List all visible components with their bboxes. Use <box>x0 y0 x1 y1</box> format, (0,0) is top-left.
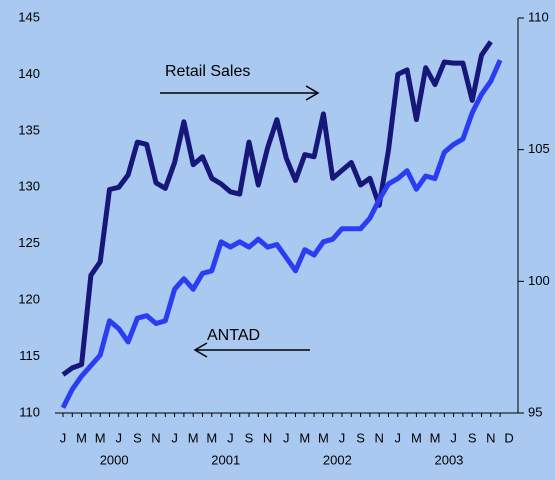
arrow-head <box>305 85 320 101</box>
y-tick-label: 140 <box>18 66 40 81</box>
x-tick-label: D <box>504 430 513 445</box>
x-tick-label: J <box>60 430 67 445</box>
year-label: 2002 <box>323 452 352 467</box>
x-tick-label: M <box>206 430 217 445</box>
y-tick-label: 135 <box>18 122 40 137</box>
series-label: Retail Sales <box>165 63 250 80</box>
x-tick-label: J <box>395 430 402 445</box>
x-tick-label: M <box>411 430 422 445</box>
y-tick-label: 110 <box>19 404 40 419</box>
line-series <box>60 59 503 409</box>
x-tick-label: J <box>171 430 178 445</box>
year-label: 2003 <box>434 452 463 467</box>
x-tick-label: M <box>188 430 199 445</box>
x-tick-label: J <box>339 430 346 445</box>
year-label: 2000 <box>100 452 129 467</box>
x-tick-label: N <box>375 430 384 445</box>
y2-tick-label: 110 <box>528 9 549 24</box>
y-tick-label: 145 <box>18 9 40 24</box>
x-tick-label: M <box>76 430 87 445</box>
x-tick-label: J <box>227 430 234 445</box>
x-tick-label: S <box>245 430 254 445</box>
y-tick-label: 125 <box>18 235 40 250</box>
line-series <box>61 40 493 377</box>
x-tick-label: M <box>318 430 329 445</box>
x-tick-label: M <box>299 430 310 445</box>
arrow-head <box>193 342 208 358</box>
x-tick-label: N <box>486 430 495 445</box>
x-tick-label: S <box>133 430 142 445</box>
x-tick-label: M <box>95 430 106 445</box>
x-tick-label: J <box>283 430 290 445</box>
x-tick-label: S <box>356 430 365 445</box>
x-tick-label: N <box>263 430 272 445</box>
y2-tick-label: 100 <box>528 273 550 288</box>
y-tick-label: 130 <box>18 179 40 194</box>
y-tick-label: 115 <box>19 348 40 363</box>
x-tick-label: J <box>450 430 457 445</box>
x-tick-label: M <box>430 430 441 445</box>
x-tick-label: S <box>468 430 477 445</box>
x-tick-label: N <box>151 430 160 445</box>
y2-tick-label: 95 <box>528 404 542 419</box>
series-label: ANTAD <box>207 327 260 344</box>
x-tick-label: J <box>116 430 123 445</box>
y2-tick-label: 105 <box>528 141 550 156</box>
year-label: 2001 <box>211 452 240 467</box>
y-tick-label: 120 <box>18 292 40 307</box>
